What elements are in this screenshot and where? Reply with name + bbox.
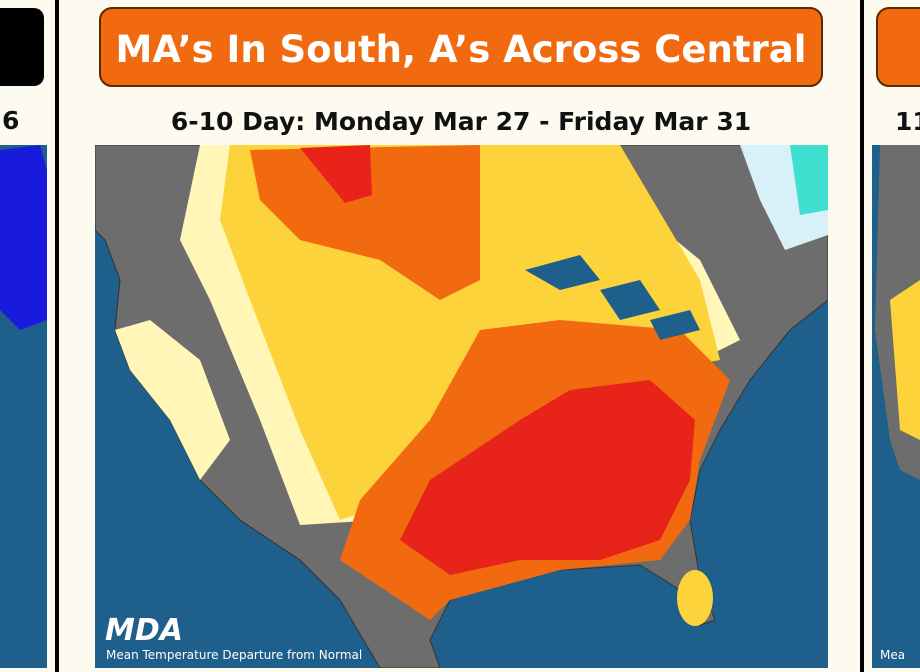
subtitle: 6 [2,106,19,135]
panel-divider [55,0,59,672]
temp-zone [250,145,480,300]
temp-zone [677,570,713,626]
temp-zone [890,280,920,440]
left-panel: 6 [0,8,47,668]
temp-zone [790,145,828,215]
center-panel: MA’s In South, A’s Across Central 6-10 D… [95,7,828,668]
title-box [99,7,823,87]
logo: MDA [105,613,183,648]
title-box [0,8,44,86]
temp-zone [115,320,230,480]
subtitle: 6-10 Day: Monday Mar 27 - Friday Mar 31 [171,107,751,136]
right-panel: 11 Mea [872,7,920,668]
temp-zone [400,380,695,575]
subtitle: 11 [895,107,920,136]
map: MDA Mean Temperature Departure from Norm… [95,145,828,668]
map-region [0,145,47,330]
temp-zone [300,145,372,203]
lakes [525,255,700,340]
title: MA’s In South, A’s Across Central [116,28,807,71]
title-box [876,7,920,87]
caption: Mean Temperature Departure from Normal [106,648,362,662]
caption: Mea [880,648,905,662]
panel-divider [860,0,864,672]
